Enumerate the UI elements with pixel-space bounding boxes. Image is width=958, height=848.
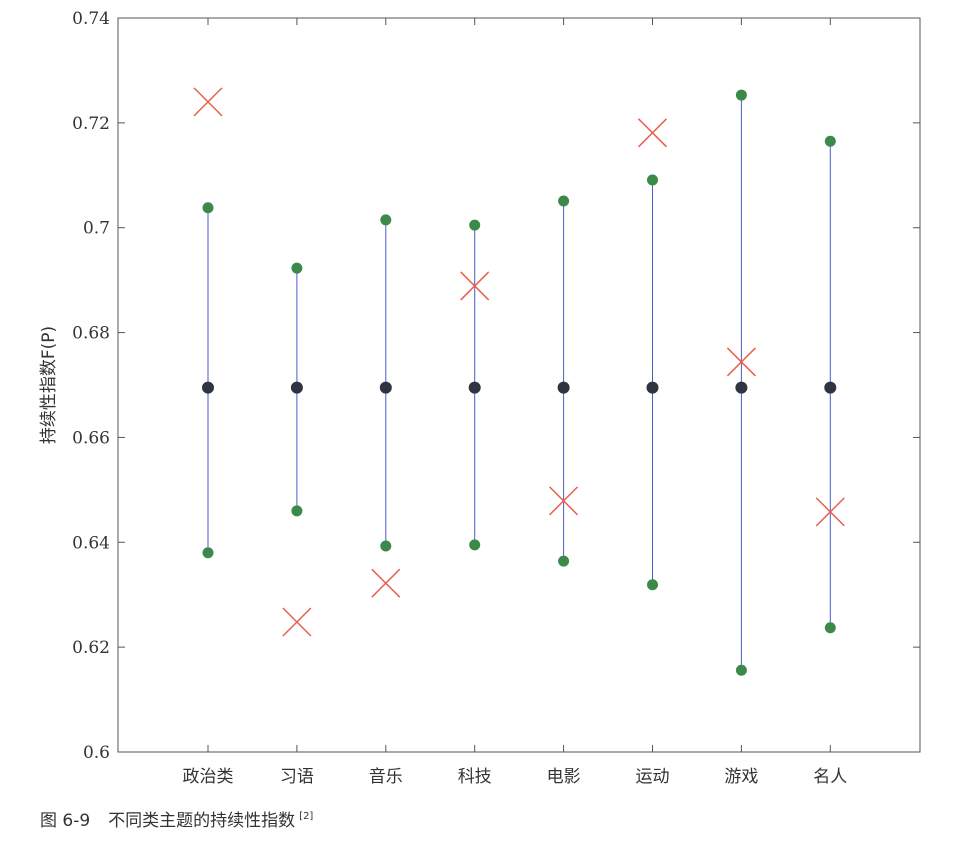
lower-point [380,540,392,552]
lower-point [558,555,570,567]
lower-point [647,579,658,591]
upper-point [291,262,303,274]
y-tick-label: 0.66 [72,428,110,448]
observed-marker [815,497,845,527]
observed-marker [371,568,401,598]
observed-marker-stroke [460,271,490,301]
lower-point [202,547,214,559]
observed-marker-stroke [282,607,312,637]
x-tick-label: 运动 [636,767,670,787]
lower-point [291,505,303,517]
caption: 图 6-9 不同类主题的持续性指数 [2] [40,811,313,831]
observed-marker-stroke [637,118,668,148]
caption-text: 不同类主题的持续性指数 [108,811,295,831]
mean-point [646,381,659,394]
y-tick-label: 0.74 [72,9,110,29]
observed-marker-stroke [193,87,223,117]
plot-frame [117,17,921,753]
y-tick-label: 0.72 [72,114,110,134]
upper-point [824,135,836,147]
observed-marker-stroke [815,497,845,527]
x-tick-label: 政治类 [183,767,234,787]
upper-point [735,89,747,101]
y-tick-label: 0.68 [72,324,110,344]
mean-point [290,381,303,394]
upper-point [202,202,214,214]
caption-label: 图 6-9 [40,811,90,831]
observed-marker-stroke [726,347,756,377]
observed-marker [282,607,312,637]
upper-point [380,214,392,226]
observed-marker-stroke [371,568,401,598]
x-tick-label: 游戏 [724,767,758,787]
observed-marker-stroke [549,486,579,516]
y-tick-label: 0.64 [72,533,110,553]
lower-point [735,664,747,676]
observed-marker [726,347,756,377]
y-tick-label: 0.7 [83,219,110,239]
mean-point [735,381,748,394]
lower-point [469,539,481,551]
mean-point [379,381,392,394]
x-tick-label: 科技 [458,767,492,787]
y-axis-label: 持续性指数F(P) [39,326,59,444]
upper-point [469,219,481,231]
lower-point [824,622,836,634]
upper-point [558,195,570,207]
observed-marker [193,87,223,117]
caption-ref: [2] [299,811,313,822]
observed-marker [549,486,579,516]
y-tick-label: 0.6 [83,743,110,763]
x-tick-label: 名人 [813,767,847,787]
mean-point [824,381,837,394]
x-tick-label: 习语 [280,767,314,787]
x-tick-label: 电影 [547,767,581,787]
mean-point [202,381,214,394]
x-tick-label: 音乐 [369,767,403,787]
y-tick-label: 0.62 [72,638,110,658]
mean-point [468,381,481,394]
mean-point [557,381,570,394]
upper-point [647,174,658,186]
observed-marker [460,271,490,301]
observed-marker [637,118,668,148]
